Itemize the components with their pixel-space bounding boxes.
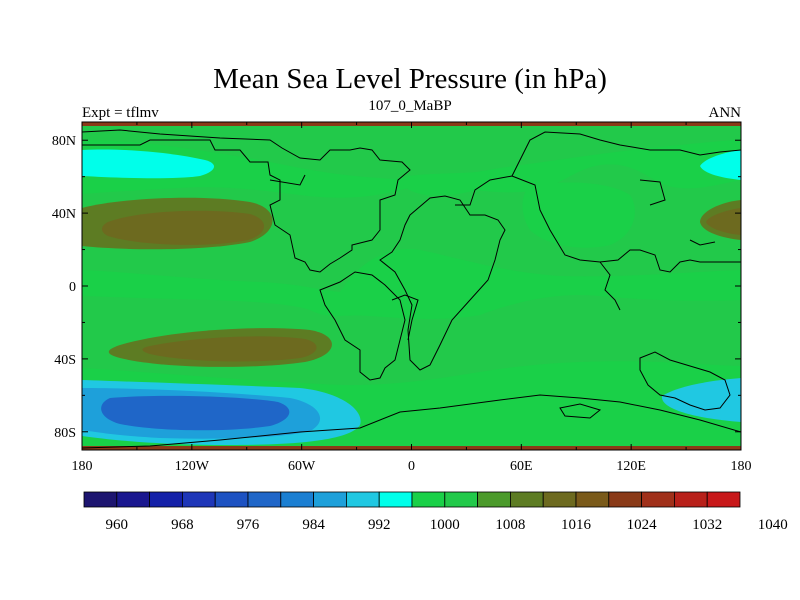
colorbar-swatch [116, 491, 151, 508]
chart-title: Mean Sea Level Pressure (in hPa) [213, 63, 607, 95]
colorbar-swatch [575, 491, 610, 508]
y-tick-label: 0 [69, 280, 76, 295]
colorbar-swatch [280, 491, 314, 508]
region-southeast-low [661, 378, 741, 422]
y-tick-label: 80N [52, 134, 76, 149]
region-south-pacific-high [142, 336, 317, 362]
region-subpolar-north-low [82, 140, 741, 198]
region-africa-thermal-low [82, 249, 741, 319]
colorbar-swatch [674, 491, 708, 508]
region-north-east-low [700, 150, 741, 180]
colorbar-label: 976 [237, 517, 260, 533]
center-string: 107_0_MaBP [368, 98, 451, 114]
colorbar-label: 1024 [627, 517, 658, 533]
colorbar-swatch [181, 491, 216, 508]
region-indian-high-east [706, 208, 741, 235]
colorbar-swatch [444, 491, 478, 508]
colorbar-swatch [608, 491, 642, 508]
colorbar-swatch [313, 491, 347, 508]
colorbar-swatch [509, 491, 544, 508]
left-string: Expt = tflmv [82, 105, 159, 121]
colorbar-swatch [214, 491, 249, 508]
colorbar-swatch [247, 491, 282, 508]
y-tick-label: 40N [52, 207, 76, 222]
x-axis: 180 120W 60W 0 60E 120E 180 [72, 122, 752, 474]
colorbar-label: 1008 [495, 517, 525, 533]
region-north-atlantic-pacific-low [82, 149, 215, 179]
colorbar-swatch [641, 491, 675, 508]
x-tick-label: 180 [731, 459, 752, 474]
colorbar-label: 984 [302, 517, 325, 533]
colorbar-swatch [542, 491, 577, 508]
x-tick-label: 0 [408, 459, 415, 474]
coastlines [82, 129, 741, 449]
colorbar-label: 1016 [561, 517, 592, 533]
colorbar-label: 968 [171, 517, 194, 533]
x-tick-label: 120W [175, 459, 210, 474]
colorbar-swatch [706, 491, 741, 508]
colorbar-label: 1000 [430, 517, 460, 533]
y-axis: 80N 40N 0 40S 80S [52, 134, 741, 441]
right-string: ANN [709, 105, 742, 121]
colorbar-swatch [149, 491, 183, 508]
y-tick-label: 40S [54, 353, 76, 368]
region-southern-ocean-deep-low [101, 395, 290, 431]
x-tick-label: 60W [288, 459, 316, 474]
colorbar-swatch [83, 491, 118, 508]
colorbar: 960 968 976 984 992 1000 1008 1016 1024 1032 1040 [83, 491, 788, 533]
colorbar-swatch [477, 491, 511, 508]
colorbar-swatch [411, 491, 446, 508]
colorbar-label: 992 [368, 517, 391, 533]
x-tick-label: 180 [72, 459, 93, 474]
x-tick-label: 60E [510, 459, 533, 474]
y-tick-label: 80S [54, 426, 76, 441]
colorbar-swatch [345, 491, 380, 508]
region-north-pacific-high [102, 210, 265, 245]
colorbar-label: 1032 [692, 517, 722, 533]
colorbar-label: 1040 [758, 517, 788, 533]
colorbar-label: 960 [106, 517, 129, 533]
map-plot [81, 121, 742, 451]
colorbar-swatch [378, 491, 413, 508]
x-tick-label: 120E [616, 459, 646, 474]
